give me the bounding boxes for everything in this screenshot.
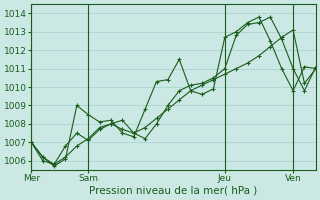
X-axis label: Pression niveau de la mer( hPa ): Pression niveau de la mer( hPa ): [90, 186, 258, 196]
